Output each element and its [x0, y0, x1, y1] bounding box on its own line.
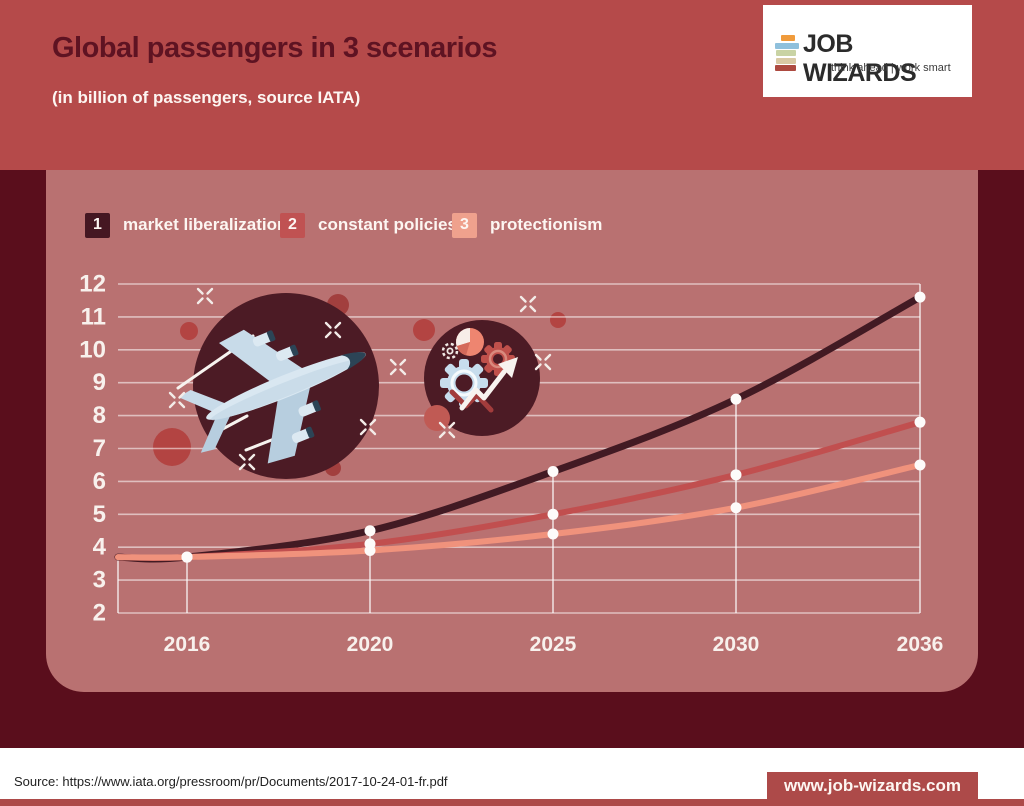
- chart-panel: [46, 170, 978, 692]
- website-link[interactable]: www.job-wizards.com: [767, 772, 978, 800]
- logo-bar: [781, 35, 795, 41]
- legend-item-market-liberalization: 1 market liberalization: [85, 212, 287, 238]
- logo-bar: [776, 50, 796, 56]
- source-citation: Source: https://www.iata.org/pressroom/p…: [14, 774, 448, 789]
- header-band: Global passengers in 3 scenarios (in bil…: [0, 0, 1024, 170]
- page-subtitle: (in billion of passengers, source IATA): [52, 88, 361, 107]
- legend-item-constant-policies: 2 constant policies: [280, 212, 457, 238]
- logo-bar: [775, 42, 799, 49]
- logo-bar: [776, 57, 796, 64]
- footer-accent-strip: [0, 799, 1024, 806]
- legend-number-box: 1: [85, 212, 110, 238]
- legend-label: constant policies: [318, 215, 457, 234]
- legend-item-protectionism: 3 protectionism: [452, 212, 602, 238]
- logo-tagline: think ahead | work smart: [831, 62, 951, 74]
- logo-bars-icon: [775, 35, 805, 75]
- legend-label: market liberalization: [123, 215, 288, 234]
- page-title: Global passengers in 3 scenarios: [52, 32, 497, 64]
- legend-number-box: 2: [280, 212, 305, 238]
- logo-bar: [775, 65, 796, 71]
- job-wizards-logo: JOB WIZARDS think ahead | work smart: [763, 5, 972, 97]
- legend-label: protectionism: [490, 215, 603, 234]
- legend-number-box: 3: [452, 212, 477, 238]
- logo-name: JOB WIZARDS: [803, 30, 917, 87]
